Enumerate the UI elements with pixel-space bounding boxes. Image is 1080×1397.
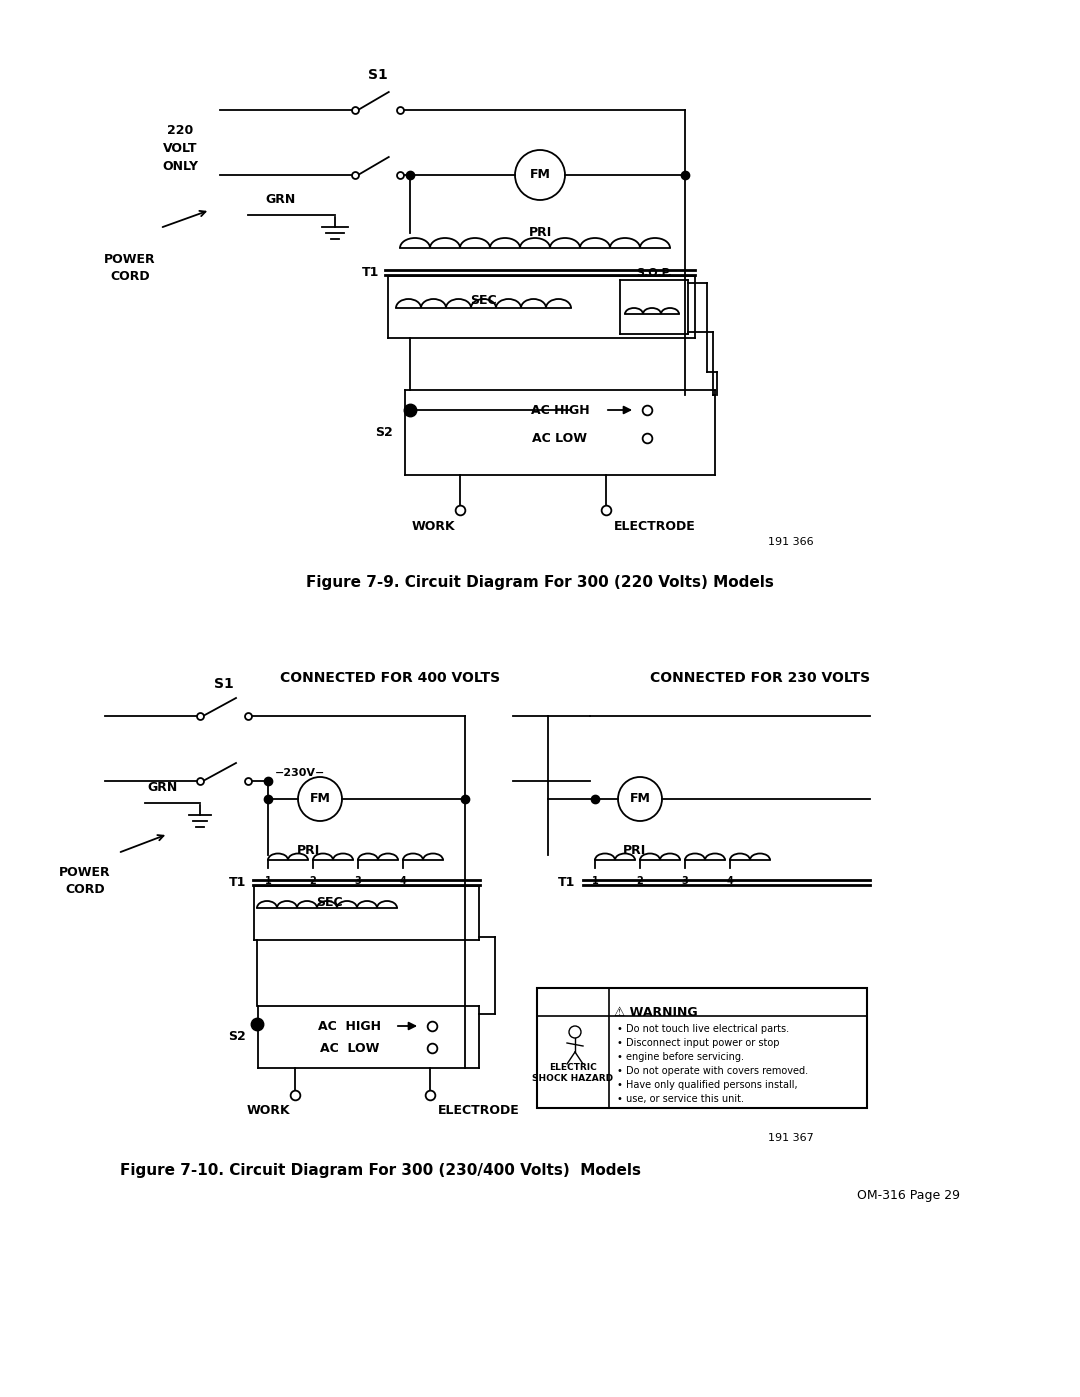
Text: T1: T1	[229, 876, 246, 888]
Text: PRI: PRI	[623, 844, 647, 856]
Text: S2: S2	[228, 1031, 246, 1044]
Text: FM: FM	[529, 169, 551, 182]
Text: −230V−: −230V−	[274, 768, 325, 778]
Text: PRI: PRI	[296, 844, 320, 856]
Text: • Disconnect input power or stop: • Disconnect input power or stop	[617, 1038, 780, 1048]
Text: ELECTRIC
SHOCK HAZARD: ELECTRIC SHOCK HAZARD	[532, 1063, 613, 1083]
Text: 1: 1	[265, 876, 271, 886]
Text: 2: 2	[310, 876, 316, 886]
Text: • Do not touch live electrical parts.: • Do not touch live electrical parts.	[617, 1024, 789, 1034]
Text: POWER
CORD: POWER CORD	[59, 866, 111, 895]
Text: • engine before servicing.: • engine before servicing.	[617, 1052, 744, 1062]
Text: AC LOW: AC LOW	[532, 432, 588, 444]
Text: FM: FM	[310, 792, 330, 806]
Text: SEC: SEC	[470, 293, 497, 307]
Text: FM: FM	[630, 792, 650, 806]
Text: 220
VOLT
ONLY: 220 VOLT ONLY	[162, 123, 198, 172]
Text: ELECTRODE: ELECTRODE	[438, 1105, 519, 1118]
Text: S2: S2	[375, 426, 393, 439]
Text: GRN: GRN	[148, 781, 178, 793]
Text: WORK: WORK	[246, 1105, 291, 1118]
Text: • Have only qualified persons install,: • Have only qualified persons install,	[617, 1080, 798, 1090]
Text: SEC: SEC	[315, 895, 342, 909]
Text: T1: T1	[557, 876, 575, 888]
Text: AC HIGH: AC HIGH	[530, 404, 590, 416]
Text: CONNECTED FOR 230 VOLTS: CONNECTED FOR 230 VOLTS	[650, 671, 870, 685]
Text: OM-316 Page 29: OM-316 Page 29	[858, 1189, 960, 1203]
Text: 2: 2	[636, 876, 644, 886]
Text: POWER
CORD: POWER CORD	[104, 253, 156, 284]
Text: 191 366: 191 366	[768, 536, 813, 548]
Text: Figure 7-10. Circuit Diagram For 300 (230/400 Volts)  Models: Figure 7-10. Circuit Diagram For 300 (23…	[120, 1162, 640, 1178]
Text: 4: 4	[727, 876, 733, 886]
Text: GRN: GRN	[265, 193, 295, 205]
Text: 191 367: 191 367	[768, 1133, 813, 1143]
Text: S1: S1	[214, 678, 234, 692]
Text: S1: S1	[368, 68, 388, 82]
Text: 3: 3	[354, 876, 362, 886]
Text: 4: 4	[400, 876, 406, 886]
Text: Figure 7-9. Circuit Diagram For 300 (220 Volts) Models: Figure 7-9. Circuit Diagram For 300 (220…	[306, 574, 774, 590]
Text: S.O.P.: S.O.P.	[636, 268, 672, 278]
Text: CONNECTED FOR 400 VOLTS: CONNECTED FOR 400 VOLTS	[280, 671, 500, 685]
Text: AC  HIGH: AC HIGH	[319, 1020, 381, 1032]
Text: PRI: PRI	[528, 226, 552, 239]
Text: WORK: WORK	[411, 520, 455, 532]
Bar	[537, 988, 867, 1108]
Text: • Do not operate with covers removed.: • Do not operate with covers removed.	[617, 1066, 808, 1076]
Text: 3: 3	[681, 876, 688, 886]
Text: ⚠ WARNING: ⚠ WARNING	[615, 1006, 698, 1018]
Text: AC  LOW: AC LOW	[321, 1042, 380, 1055]
Text: ELECTRODE: ELECTRODE	[615, 520, 696, 532]
Text: T1: T1	[362, 265, 379, 278]
Text: 1: 1	[592, 876, 598, 886]
Text: • use, or service this unit.: • use, or service this unit.	[617, 1094, 744, 1104]
